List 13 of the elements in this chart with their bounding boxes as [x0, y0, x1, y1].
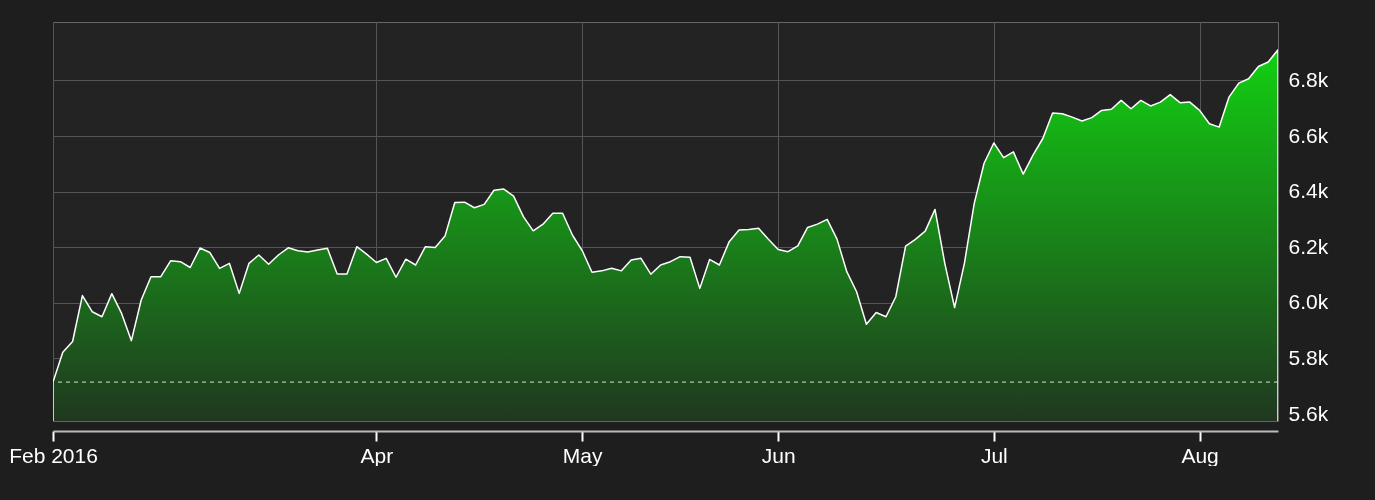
- x-tick-label: Feb 2016: [9, 443, 98, 467]
- x-tick-label: Jul: [980, 443, 1008, 467]
- x-tick-label: Jun: [761, 443, 796, 467]
- x-tick-label: Apr: [360, 443, 394, 467]
- y-tick-label: 6.2k: [1288, 234, 1329, 258]
- y-tick-label: 5.8k: [1288, 345, 1329, 369]
- y-tick-label: 6.4k: [1288, 179, 1329, 203]
- y-tick-label: 5.6k: [1288, 401, 1329, 425]
- y-tick-label: 6.6k: [1288, 123, 1329, 147]
- y-tick-label: 6.0k: [1288, 290, 1329, 314]
- x-tick-label: May: [562, 443, 604, 467]
- y-tick-label: 6.8k: [1288, 67, 1329, 91]
- x-tick-label: Aug: [1181, 443, 1219, 467]
